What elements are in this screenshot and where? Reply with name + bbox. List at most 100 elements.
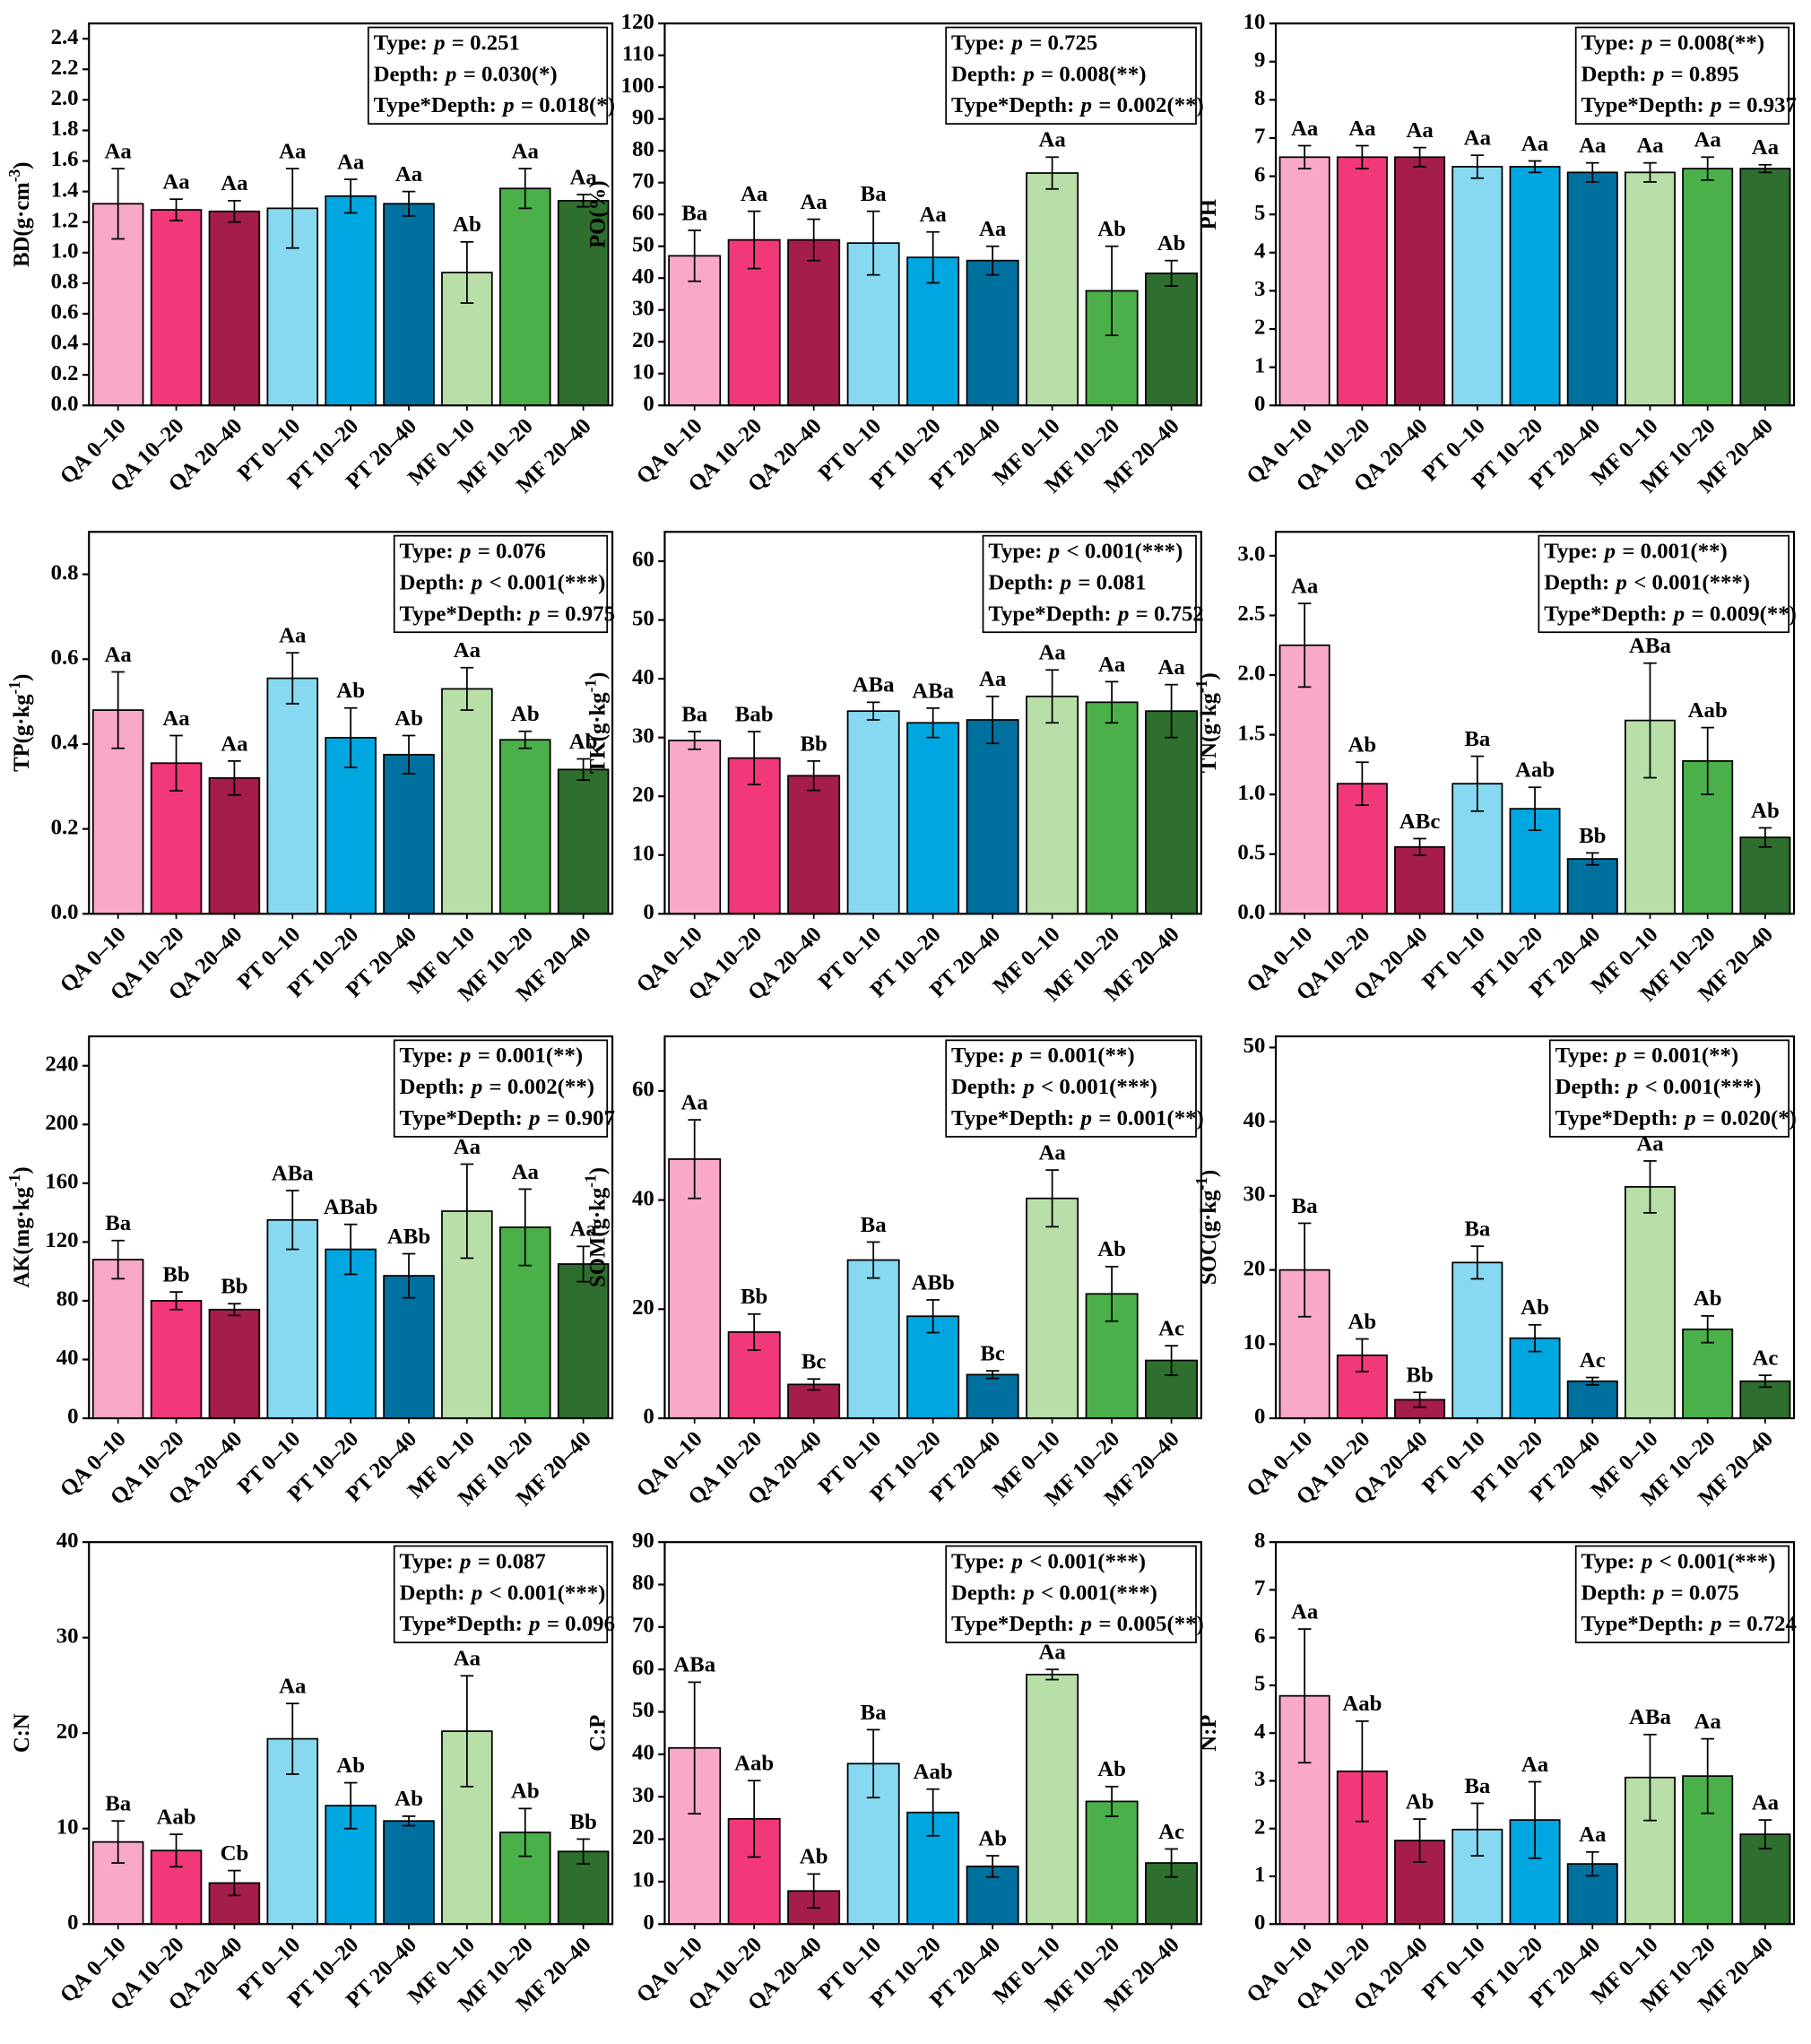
significance-letter: Bb bbox=[801, 732, 828, 756]
y-axis-label: TP(g·kg-1) bbox=[5, 674, 34, 772]
significance-letter: ABa bbox=[853, 673, 895, 697]
annotation-symbol: p bbox=[1021, 1075, 1034, 1099]
bar bbox=[906, 722, 960, 915]
error-bar bbox=[1585, 161, 1599, 183]
error-bar bbox=[1297, 1222, 1312, 1318]
error-bar bbox=[807, 760, 820, 792]
annotation-term: Type: bbox=[1544, 539, 1598, 563]
annotation: Type: p < 0.001(***)Depth: p = 0.081Type*Dep… bbox=[982, 534, 1204, 634]
annotation-line: Type: p = 0.001(**) bbox=[1544, 539, 1728, 563]
significance-letter: ABb bbox=[912, 1270, 955, 1295]
error-bar bbox=[1643, 1733, 1657, 1822]
plot-frame bbox=[88, 22, 614, 407]
error-bar bbox=[1045, 156, 1059, 190]
y-tick-label: 80 bbox=[56, 1287, 79, 1312]
significance-letter: Aa bbox=[279, 1675, 306, 1699]
y-tick-label: 20 bbox=[632, 328, 654, 352]
y-tick-label: 0.0 bbox=[51, 900, 79, 924]
y-axis-label: TN(g·kg-1) bbox=[1192, 672, 1221, 773]
bar bbox=[1026, 695, 1079, 915]
significance-letter: Aa bbox=[1752, 135, 1779, 160]
error-bar bbox=[807, 1378, 820, 1391]
annotation-symbol: p bbox=[1651, 1581, 1664, 1605]
annotation-line: Type: p < 0.001(***) bbox=[951, 1549, 1146, 1573]
significance-letter: Aa bbox=[395, 162, 422, 186]
y-axis-label-end: ) bbox=[10, 1166, 34, 1174]
y-tick-label: 90 bbox=[632, 105, 654, 129]
error-bar bbox=[402, 190, 416, 217]
annotation-box bbox=[367, 26, 609, 126]
annotation-symbol: p bbox=[1021, 1581, 1034, 1605]
annotation-term: Type*Depth: bbox=[988, 602, 1111, 626]
bar bbox=[91, 203, 144, 407]
significance-letter: ABc bbox=[1399, 810, 1440, 834]
y-tick-label: 70 bbox=[632, 169, 654, 193]
error-bar bbox=[1297, 1628, 1312, 1764]
error-bar bbox=[460, 1675, 474, 1788]
y-tick-label: 1 bbox=[1254, 353, 1265, 377]
significance-letter: Aa bbox=[105, 139, 132, 163]
annotation-stat: = 0.001(**) bbox=[478, 1044, 583, 1068]
y-tick-label: 0.4 bbox=[51, 731, 79, 755]
significance-letter: Aab bbox=[157, 1806, 196, 1830]
error-bar bbox=[111, 168, 125, 240]
significance-letter: Ab bbox=[394, 1787, 423, 1811]
y-tick-label: 8 bbox=[1254, 86, 1265, 110]
y-axis-label-end: ) bbox=[1197, 672, 1221, 680]
annotation-stat: = 0.907 bbox=[547, 1106, 615, 1130]
significance-letter: Ab bbox=[1751, 799, 1780, 823]
significance-letter: Ab bbox=[336, 1754, 365, 1778]
error-bar bbox=[228, 199, 241, 223]
bar bbox=[266, 1218, 319, 1419]
plot-frame bbox=[663, 1035, 1202, 1420]
annotation-symbol: p bbox=[470, 570, 482, 594]
significance-letter: Aa bbox=[1098, 653, 1125, 677]
y-tick-label: 0.5 bbox=[1237, 840, 1265, 864]
significance-letter: Ab bbox=[1097, 217, 1126, 241]
annotation-symbol: p bbox=[432, 30, 445, 55]
annotation-stat: = 0.251 bbox=[452, 30, 520, 55]
error-bar bbox=[169, 1833, 183, 1868]
bar bbox=[1566, 1380, 1618, 1419]
annotation-symbol: p bbox=[1079, 1612, 1092, 1636]
annotation-stat: = 0.076 bbox=[478, 539, 546, 563]
error-bar bbox=[518, 730, 533, 749]
annotation-term: Type*Depth: bbox=[400, 1612, 523, 1636]
annotation-line: Type*Depth: p = 0.937 bbox=[1581, 93, 1797, 117]
y-tick-label: 9 bbox=[1254, 48, 1265, 72]
annotation-line: Type: p = 0.001(**) bbox=[951, 1044, 1135, 1068]
annotation-symbol: p bbox=[1603, 539, 1616, 563]
annotation-line: Type: p = 0.725 bbox=[951, 30, 1097, 55]
error-bar bbox=[747, 210, 761, 270]
y-tick-label: 40 bbox=[56, 1346, 79, 1370]
y-tick-label: 10 bbox=[1243, 1330, 1266, 1355]
annotation-stat: = 0.895 bbox=[1671, 62, 1739, 86]
error-bar bbox=[1165, 1848, 1178, 1878]
y-tick-label: 2.4 bbox=[51, 25, 79, 49]
annotation-term: Type: bbox=[988, 539, 1042, 563]
y-tick-label: 90 bbox=[632, 1529, 654, 1553]
error-bar bbox=[1470, 154, 1485, 179]
annotation-line: Type: p = 0.076 bbox=[400, 539, 546, 563]
annotation-term: Type: bbox=[951, 30, 1005, 55]
significance-letter: ABa bbox=[912, 679, 954, 703]
error-bar bbox=[343, 1223, 358, 1276]
error-bar bbox=[866, 701, 880, 721]
y-tick-label: 50 bbox=[632, 606, 654, 630]
significance-letter: Aab bbox=[1515, 758, 1555, 783]
y-tick-label: 5 bbox=[1254, 1672, 1265, 1696]
significance-letter: Ab bbox=[800, 1845, 828, 1869]
y-axis-label-sup: -1 bbox=[5, 1174, 23, 1188]
annotation-term: Depth: bbox=[988, 570, 1053, 594]
significance-letter: Aa bbox=[741, 182, 767, 206]
error-bar bbox=[111, 1820, 125, 1864]
error-bar bbox=[1470, 1245, 1485, 1280]
significance-letter: Aa bbox=[454, 1135, 481, 1159]
y-axis-label-end: ) bbox=[1197, 1170, 1221, 1177]
annotation-line: Type*Depth: p = 0.005(**) bbox=[951, 1612, 1204, 1636]
significance-letter: Aa bbox=[512, 139, 539, 163]
